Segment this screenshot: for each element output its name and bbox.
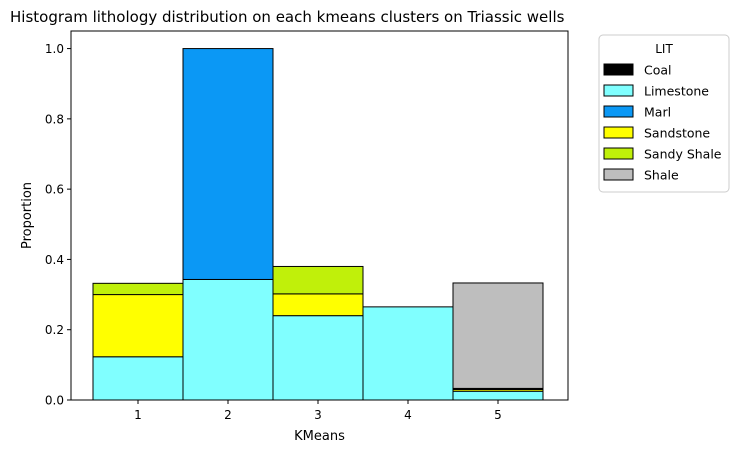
legend-swatch-sandstone xyxy=(603,126,634,139)
legend-swatch-marl xyxy=(603,105,634,118)
legend-label-coal: Coal xyxy=(644,63,672,78)
x-tick-label: 2 xyxy=(224,408,232,422)
legend-swatch-coal xyxy=(603,63,634,76)
plot-area-frame xyxy=(70,30,569,401)
chart-title: Histogram lithology distribution on each… xyxy=(10,8,565,26)
legend-items: Coal Limestone Marl Sandstone Sandy Shale Sha… xyxy=(603,63,722,183)
y-tick-label: 1.0 xyxy=(45,42,64,56)
legend-swatch-shale xyxy=(603,168,634,181)
legend-swatch-limestone xyxy=(603,84,634,97)
bar-segment-limestone-4 xyxy=(362,306,454,401)
legend-label-sandy-shale: Sandy Shale xyxy=(644,147,722,162)
x-axis-label: KMeans xyxy=(294,429,345,444)
y-tick-label: 0.6 xyxy=(45,183,64,197)
legend-label-sandstone: Sandstone xyxy=(644,126,710,141)
y-tick-label: 0.2 xyxy=(45,323,64,337)
bar-segment-sandstone-3 xyxy=(272,293,364,317)
bar-segment-sandstone-1 xyxy=(92,294,184,358)
y-tick-label: 0.0 xyxy=(45,394,64,408)
x-tick-label: 5 xyxy=(494,408,502,422)
y-tick-label: 0.8 xyxy=(45,112,64,126)
x-tick-label: 3 xyxy=(314,408,322,422)
legend-label-shale: Shale xyxy=(644,168,679,183)
bars-layer xyxy=(92,48,544,401)
legend-label-marl: Marl xyxy=(644,105,671,120)
bar-segment-limestone-5 xyxy=(452,390,544,401)
legend-title: LIT xyxy=(655,42,673,56)
bar-segment-marl-2 xyxy=(182,48,274,280)
bar-segment-sandy-shale-1 xyxy=(92,282,184,296)
legend-label-limestone: Limestone xyxy=(644,84,709,99)
legend-swatch-sandy-shale xyxy=(603,147,634,160)
bar-segment-limestone-2 xyxy=(182,278,274,401)
y-tick-label: 0.4 xyxy=(45,253,64,267)
y-axis-label: Proportion xyxy=(20,182,35,249)
legend: LIT Coal Limestone Marl Sandstone Sandy Shal… xyxy=(598,34,730,193)
x-tick-label: 1 xyxy=(134,408,142,422)
bar-segment-shale-5 xyxy=(452,282,544,389)
bar-segment-limestone-1 xyxy=(92,356,184,401)
axes-layer: 1 2 3 4 5 0.0 0.2 0.4 0.6 0.8 1.0 xyxy=(45,42,502,422)
bar-segment-sandy-shale-3 xyxy=(272,265,364,295)
bar-segment-limestone-3 xyxy=(272,315,364,401)
x-tick-label: 4 xyxy=(404,408,412,422)
